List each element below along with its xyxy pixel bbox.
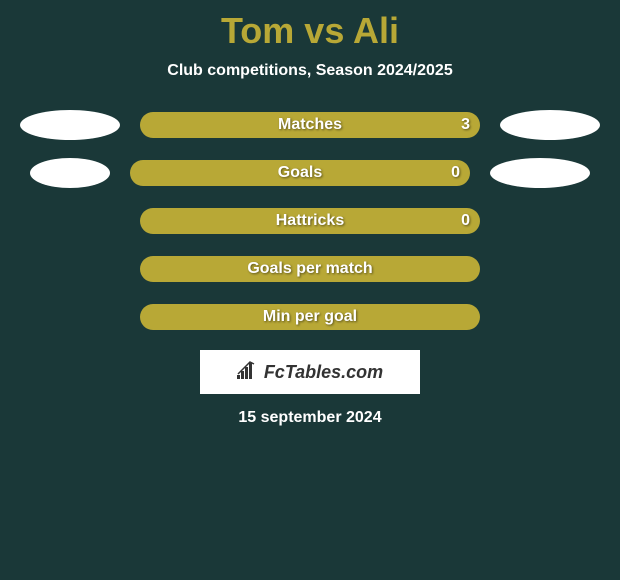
ellipse-spacer	[510, 206, 610, 236]
stat-bar: Hattricks 0	[140, 208, 480, 234]
ellipse-spacer	[10, 302, 110, 332]
stat-bar: Min per goal	[140, 304, 480, 330]
stat-row: Goals per match	[0, 254, 620, 284]
stat-label: Min per goal	[263, 308, 357, 326]
chart-icon	[237, 361, 259, 384]
ellipse-spacer	[510, 302, 610, 332]
stats-container: Matches 3 Goals 0 Hattricks 0 Goals per match M…	[0, 110, 620, 332]
date-text: 15 september 2024	[0, 409, 620, 427]
stat-label: Matches	[278, 116, 342, 134]
stat-row: Goals 0	[0, 158, 620, 188]
ellipse-left	[30, 158, 110, 188]
logo-box[interactable]: FcTables.com	[200, 350, 420, 394]
ellipse-spacer	[10, 206, 110, 236]
stat-value: 3	[461, 116, 470, 134]
stat-bar: Goals per match	[140, 256, 480, 282]
stat-value: 0	[461, 212, 470, 230]
ellipse-spacer	[510, 254, 610, 284]
stat-row: Matches 3	[0, 110, 620, 140]
stat-row: Hattricks 0	[0, 206, 620, 236]
ellipse-right	[490, 158, 590, 188]
logo-text: FcTables.com	[264, 362, 383, 383]
stat-label: Hattricks	[276, 212, 344, 230]
stat-value: 0	[451, 164, 460, 182]
page-title: Tom vs Ali	[0, 10, 620, 52]
stat-label: Goals	[278, 164, 322, 182]
stat-bar: Matches 3	[140, 112, 480, 138]
ellipse-right	[500, 110, 600, 140]
ellipse-spacer	[10, 254, 110, 284]
ellipse-left	[20, 110, 120, 140]
stat-row: Min per goal	[0, 302, 620, 332]
page-subtitle: Club competitions, Season 2024/2025	[0, 62, 620, 80]
main-container: Tom vs Ali Club competitions, Season 202…	[0, 0, 620, 427]
stat-bar: Goals 0	[130, 160, 470, 186]
stat-label: Goals per match	[247, 260, 372, 278]
